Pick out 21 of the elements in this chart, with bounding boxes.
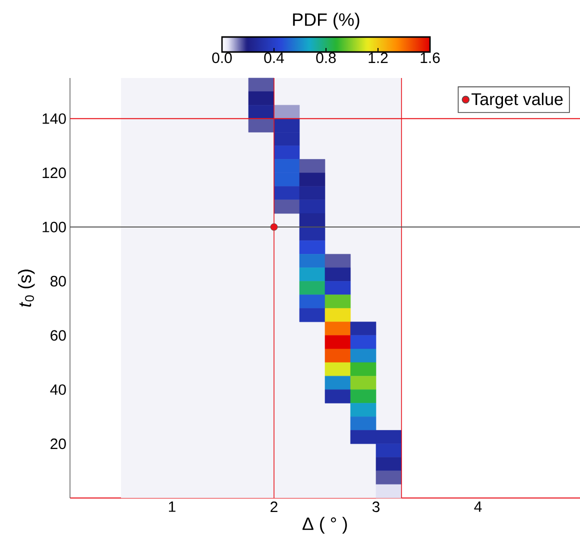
legend-label: Target value (472, 92, 563, 109)
y-tick-label: 60 (50, 330, 66, 341)
color-bar-label: 0.8 (316, 52, 336, 64)
point (270, 223, 278, 231)
x-tick-label: 2 (270, 502, 278, 512)
x-axis-title: Δ ( ° ) (302, 516, 347, 534)
y-tick-label: 120 (42, 168, 66, 178)
y-tick-label: 20 (50, 438, 66, 450)
y-tick-label: 100 (42, 222, 66, 232)
color-bar-label: 0.4 (264, 52, 284, 64)
color-bar-label: 1.6 (420, 52, 440, 64)
x-tick-label: 4 (474, 502, 482, 512)
y-tick-label: 40 (50, 384, 66, 395)
color-bar-label: 1.2 (368, 52, 388, 63)
color-bar-label: 0.0 (212, 52, 232, 64)
x-tick-label: 3 (372, 502, 380, 512)
y-axis-title: t$_{0}$ (s) (18, 270, 35, 307)
color-bar-title: PDF (%) (293, 12, 360, 30)
x-tick-label: 1 (168, 502, 176, 512)
y-tick-label: 140 (42, 113, 66, 124)
y-tick-label: 80 (50, 276, 66, 287)
